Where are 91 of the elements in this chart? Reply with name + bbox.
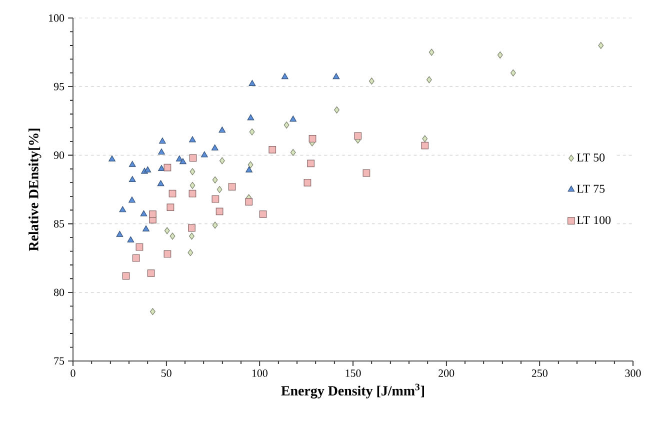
point (158, 148, 165, 155)
point (188, 224, 196, 232)
point (149, 210, 156, 218)
point (248, 161, 254, 168)
point (290, 116, 296, 122)
point (128, 196, 136, 203)
point (158, 165, 165, 172)
point (334, 106, 340, 114)
point (108, 155, 116, 162)
x-tick-label: 100 (252, 370, 268, 377)
x-tick-label: 300 (625, 370, 641, 377)
legend-label: LT 50 (576, 153, 605, 162)
point (219, 157, 225, 164)
point (422, 135, 428, 142)
point (127, 236, 134, 242)
point (307, 160, 315, 168)
point (189, 154, 197, 162)
y-tick-label: 100 (49, 14, 64, 22)
point (510, 69, 516, 76)
point (216, 186, 222, 193)
point (159, 138, 166, 144)
point (188, 190, 196, 198)
point (368, 78, 374, 85)
legend-label: LT 75 (576, 184, 605, 193)
point (421, 142, 429, 150)
point (308, 135, 316, 142)
point (216, 208, 224, 216)
point (116, 230, 124, 237)
point (212, 195, 220, 203)
point (150, 308, 156, 316)
point (428, 48, 434, 56)
y-tick-label: 75 (54, 357, 64, 365)
point (166, 204, 174, 212)
point (212, 222, 218, 229)
point (268, 146, 276, 154)
x-tick-label: 200 (438, 370, 454, 377)
point (147, 270, 155, 277)
point (132, 254, 140, 262)
point (136, 243, 144, 251)
y-tick-label: 85 (54, 220, 64, 228)
x-tick-label: 250 (532, 370, 548, 377)
point (332, 73, 340, 80)
point (164, 164, 172, 172)
point (188, 249, 194, 256)
point (128, 160, 136, 167)
point (497, 52, 503, 59)
point (140, 210, 148, 216)
point (189, 136, 196, 142)
point (362, 169, 370, 177)
point (164, 250, 172, 258)
x-tick-label: 0 (70, 370, 76, 377)
point (201, 151, 208, 158)
y-tick-label: 90 (54, 152, 64, 159)
point (248, 80, 256, 86)
x-tick-label: 150 (346, 370, 361, 377)
point (228, 183, 236, 190)
point (142, 225, 150, 232)
point (247, 114, 254, 120)
point (122, 272, 130, 280)
point (119, 206, 126, 212)
point (426, 76, 432, 84)
legend-label: LT 100 (576, 216, 611, 224)
point (157, 180, 164, 186)
x-tick-label: 50 (162, 370, 172, 377)
point (190, 182, 196, 189)
y-axis-title: Relative DEnsity[%] (28, 128, 42, 252)
y-tick-label: 95 (54, 82, 64, 90)
point (128, 176, 136, 182)
point (598, 42, 604, 49)
point (281, 73, 288, 80)
point (211, 144, 218, 150)
point (168, 190, 176, 198)
y-tick-label: 80 (54, 288, 64, 296)
point (290, 148, 296, 156)
point (218, 126, 226, 133)
point (249, 128, 255, 136)
point (354, 132, 362, 140)
point (245, 198, 253, 206)
point (189, 232, 194, 240)
point (284, 122, 290, 129)
point (180, 158, 186, 164)
point (190, 168, 196, 176)
point (176, 155, 183, 162)
point (212, 176, 218, 184)
x-axis-title: Energy Density [J/mm$^{3}$] (281, 384, 424, 398)
point (170, 232, 176, 240)
point (246, 166, 252, 172)
point (164, 227, 170, 234)
point (259, 210, 267, 218)
point (144, 166, 152, 172)
point (304, 178, 312, 186)
